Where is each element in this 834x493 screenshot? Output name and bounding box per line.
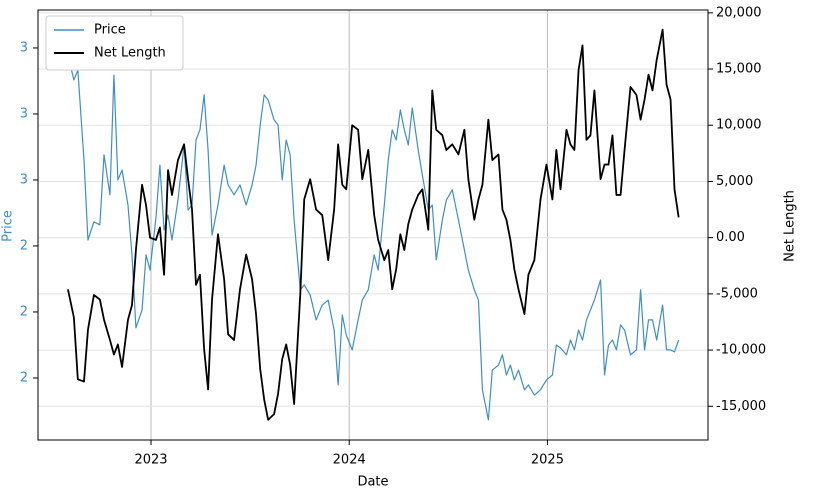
y2-tick-label: -10,000 [716,343,766,358]
legend: Price Net Length [45,15,184,71]
y-tick-label: 2 [20,304,28,319]
y2-tick-label: -5,000 [716,286,758,301]
y2-tick-label: 5,000 [716,174,753,189]
plot-frame [37,9,709,441]
legend-label: Net Length [94,46,166,61]
y-tick-label: 2 [20,370,28,385]
y-tick-label: 3 [20,172,28,187]
y-tick-label: 3 [20,106,28,121]
series-line [67,54,680,421]
y-tick-label: 2 [20,238,28,253]
x-axis-label: Date [357,475,388,490]
series-line [67,28,680,421]
y2-tick-label: 20,000 [716,5,762,20]
y2-tick-label: 15,000 [716,62,762,77]
x-tick-label: 2023 [134,453,167,468]
y2-tick-label: 0.00 [716,230,745,245]
y-tick-label: 3 [20,40,28,55]
y2-tick-label: 10,000 [716,118,762,133]
y2-axis-label: Net Length [783,190,798,262]
y-axis-label: Price [1,210,16,242]
y2-tick-label: -15,000 [716,399,766,414]
x-tick-label: 2025 [531,453,564,468]
x-tick-label: 2024 [333,453,366,468]
legend-label: Price [94,23,126,38]
